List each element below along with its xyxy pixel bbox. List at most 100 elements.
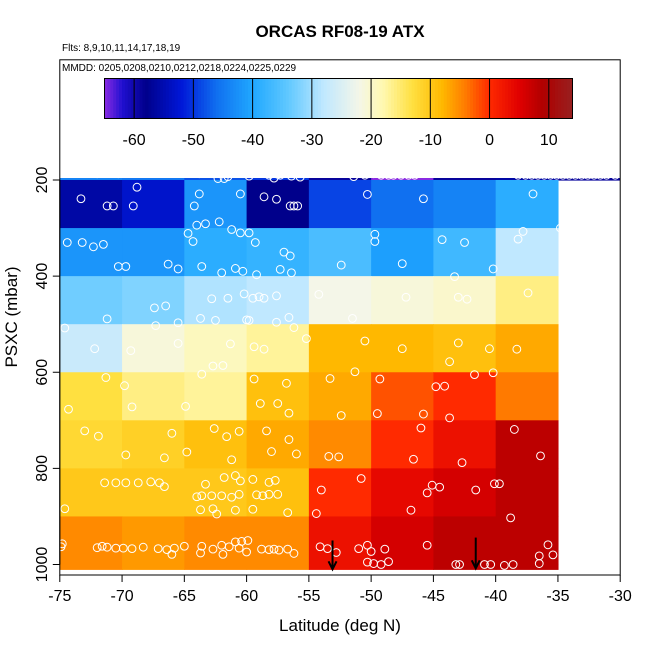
data-point (273, 399, 283, 408)
data-point (445, 413, 454, 423)
data-point (376, 560, 386, 569)
colorbar-segment (458, 78, 462, 119)
colorbar-segment (364, 78, 369, 119)
heatmap-cell (433, 516, 497, 566)
data-point (76, 194, 86, 204)
colorbar-segment (303, 78, 307, 119)
colorbar-tick-label: -50 (182, 132, 205, 149)
colorbar-segment (253, 78, 258, 119)
data-point (60, 504, 70, 514)
colorbar-segment (259, 78, 263, 119)
data-point (192, 220, 202, 230)
data-point (283, 544, 293, 554)
heatmap-cell (184, 372, 248, 421)
colorbar-segment (408, 78, 413, 119)
data-point (244, 171, 254, 181)
colorbar-segment (358, 78, 363, 119)
data-point (249, 374, 259, 384)
x-axis-label: Latitude (deg N) (279, 616, 401, 635)
colorbar-segment (437, 78, 442, 119)
data-point (163, 259, 173, 269)
colorbar-segment (423, 78, 427, 119)
data-point (610, 170, 620, 180)
data-point (336, 260, 346, 270)
data-point (259, 344, 269, 354)
colorbar-tick-label: -20 (360, 132, 383, 149)
data-point (324, 451, 334, 461)
colorbar-segment (320, 78, 325, 119)
data-point (264, 545, 274, 555)
colorbar-segment (557, 78, 562, 119)
data-point (239, 289, 249, 299)
data-point (167, 550, 177, 559)
colorbar-segment (361, 78, 366, 119)
data-point (188, 237, 198, 246)
colorbar-segment (470, 78, 474, 119)
colorbar-segment (198, 78, 202, 119)
data-point (509, 425, 519, 434)
data-point (375, 374, 385, 384)
data-point (283, 508, 293, 517)
heatmap-cell (495, 228, 559, 277)
colorbar-segment (201, 78, 205, 119)
data-point (230, 537, 240, 547)
data-point (384, 170, 393, 180)
data-point (450, 272, 459, 282)
heatmap-cell (59, 228, 123, 277)
data-point (589, 170, 599, 180)
data-point (488, 264, 498, 274)
colorbar-segment (505, 78, 509, 119)
data-point (486, 560, 496, 569)
data-point (237, 537, 247, 546)
data-point (244, 228, 254, 238)
x-tick-label: -30 (609, 588, 632, 605)
colorbar-segment (212, 78, 217, 119)
data-point (406, 505, 416, 515)
colorbar-segment (525, 78, 530, 119)
colorbar-segment (502, 78, 506, 119)
data-point (409, 454, 418, 464)
heatmap-cell (308, 564, 372, 570)
x-tick-label: -70 (111, 588, 134, 605)
data-point (102, 542, 112, 552)
data-point (445, 357, 454, 367)
y-tick-label: 800 (34, 455, 51, 482)
data-point (289, 549, 299, 558)
x-axis: -75 -70 -65 -60 -55 -50 -45 -40 -35 -30 (48, 574, 632, 605)
data-point (558, 170, 568, 180)
colorbar-segment (499, 78, 503, 119)
colorbar-segment (449, 78, 454, 119)
data-point (249, 342, 259, 352)
heatmap-cell (495, 180, 559, 229)
data-point (92, 543, 102, 553)
colorbar-segment (274, 78, 278, 119)
data-point (539, 170, 549, 180)
colorbar-tick-label: -40 (241, 132, 264, 149)
colorbar-segment (221, 78, 225, 119)
data-point (121, 478, 131, 488)
data-point (348, 314, 357, 323)
y-tick-label: 200 (34, 167, 51, 194)
colorbar-segment (256, 78, 261, 119)
data-point (94, 431, 103, 441)
data-point (534, 559, 544, 568)
data-point (323, 544, 332, 554)
data-point (548, 550, 558, 560)
data-point (564, 170, 574, 180)
colorbar-segment (508, 78, 512, 119)
data-point (334, 452, 344, 462)
data-point (488, 368, 498, 378)
data-point (235, 189, 245, 199)
data-point (201, 219, 210, 229)
data-point (118, 543, 128, 553)
heatmap-cell (122, 228, 185, 277)
colorbar-segment (233, 78, 237, 119)
data-point (495, 479, 504, 489)
colorbar-segment (490, 78, 495, 119)
x-tick-label: -75 (48, 588, 71, 605)
data-point (527, 170, 537, 180)
data-point (97, 541, 107, 551)
heatmap-cell (495, 564, 559, 570)
colorbar-segment (323, 78, 328, 119)
data-point (289, 201, 299, 211)
